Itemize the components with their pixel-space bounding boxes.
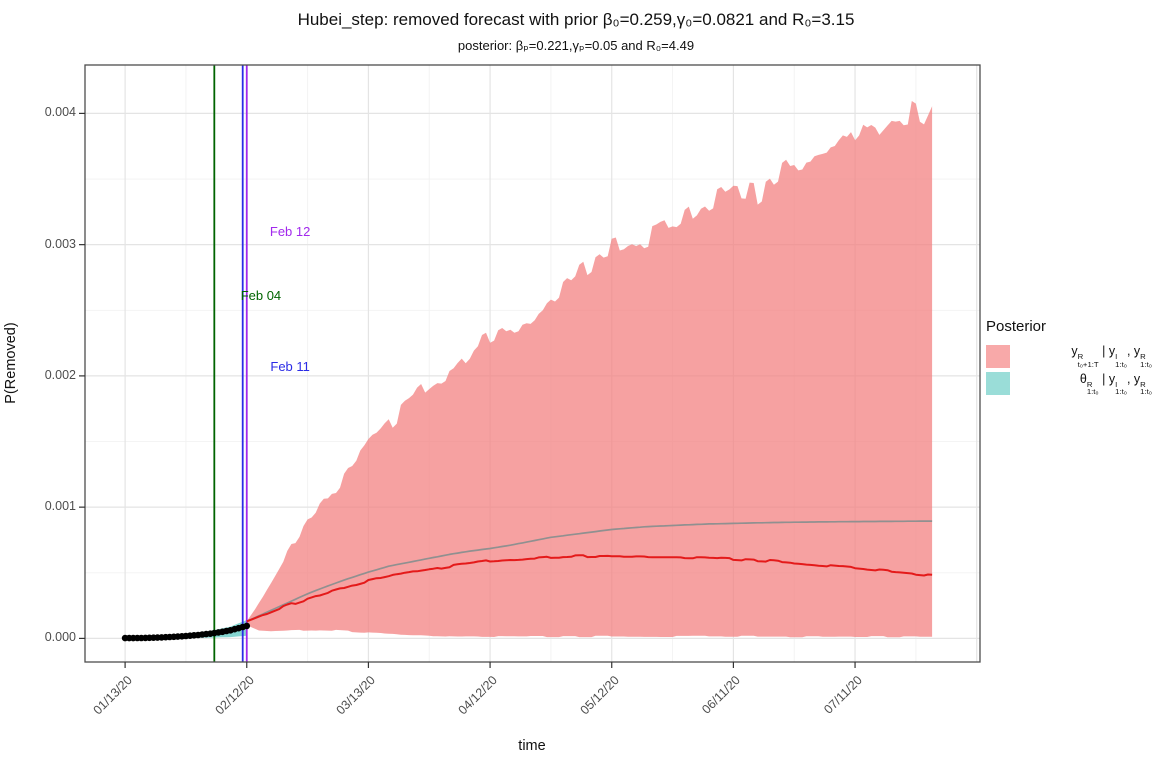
y-tick-label: 0.003 <box>44 236 76 251</box>
legend-title: Posterior <box>986 318 1047 335</box>
observed-point <box>243 622 251 630</box>
x-axis-title: time <box>518 738 546 754</box>
y-axis-title: P(Removed) <box>3 322 19 404</box>
legend-label-1: θ R 1:t₀ | y I 1:t₀, y R 1:t₀ <box>1079 371 1152 397</box>
panel-border <box>84 64 981 663</box>
forecast-credible-band <box>246 101 933 638</box>
y-tick-label: 0.004 <box>44 105 76 120</box>
y-tick-label: 0.000 <box>44 630 76 645</box>
legend-swatch-1 <box>986 372 1010 396</box>
chart-subtitle: posterior: βₚ=0.221,γₚ=0.05 and R₀=4.49 <box>457 38 695 53</box>
legend-swatch-0 <box>986 344 1010 368</box>
y-tick-label: 0.001 <box>44 499 76 514</box>
forecast-start-feb12-label: Feb 12 <box>269 223 311 239</box>
observed-removed-points <box>121 622 251 642</box>
legend-entry-1: θ R 1:t₀ | y I 1:t₀, y R 1:t₀ <box>986 372 1152 397</box>
chart-title: Hubei_step: removed forecast with prior … <box>297 10 855 29</box>
feb11-label: Feb 11 <box>270 358 310 374</box>
forecast-median-line <box>246 554 933 623</box>
posterior-mean-line <box>246 520 933 623</box>
lockdown-feb04-label: Feb 04 <box>240 287 282 303</box>
y-tick-label: 0.002 <box>44 367 76 382</box>
